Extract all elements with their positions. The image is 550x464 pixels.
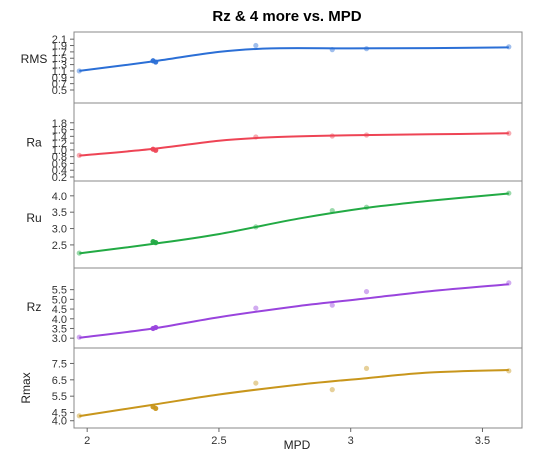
y-tick-label: 5.5 xyxy=(52,285,67,297)
data-point xyxy=(329,207,335,214)
data-point xyxy=(76,68,82,74)
data-point xyxy=(153,405,159,412)
data-point xyxy=(153,147,159,153)
y-tick-label: 1.5 xyxy=(52,53,67,65)
y-tick-label: 3.0 xyxy=(52,224,67,236)
data-point xyxy=(153,240,159,246)
y-tick-label: 1.7 xyxy=(52,47,67,59)
data-point xyxy=(363,204,370,210)
fit-line-rmax xyxy=(79,369,509,418)
panel-rz: 3.03.54.04.55.05.5 Rz xyxy=(27,280,512,345)
data-point xyxy=(506,280,512,286)
panel-rms: 0.50.70.91.11.31.51.71.92.1 RMS xyxy=(21,34,512,97)
y-tick-label: 4.5 xyxy=(52,304,67,316)
fit-line-rms xyxy=(79,46,509,72)
y-tick-label: 6.5 xyxy=(52,375,67,387)
y-tick-label: 4.5 xyxy=(52,408,67,420)
y-tick-label: 0.4 xyxy=(52,165,67,177)
data-point xyxy=(363,288,370,295)
data-point xyxy=(506,44,512,50)
y-tick-label: 1.6 xyxy=(52,125,67,137)
y-tick-label: 0.2 xyxy=(52,172,67,184)
x-tick-label: 2.5 xyxy=(211,435,226,447)
data-point xyxy=(329,47,335,53)
y-tick-label: 3.0 xyxy=(52,333,67,345)
y-tick-label: 1.3 xyxy=(52,60,67,72)
y-tick-label: 1.0 xyxy=(52,145,67,157)
data-point xyxy=(329,133,335,139)
data-point xyxy=(363,132,370,138)
x-tick-label: 3 xyxy=(348,435,354,447)
data-point xyxy=(253,380,259,386)
y-tick-label: 5.0 xyxy=(52,294,67,306)
data-point xyxy=(153,324,159,331)
y-axis-label: Ra xyxy=(26,136,42,150)
y-axis-label: Rz xyxy=(27,300,42,314)
data-point xyxy=(506,368,512,374)
y-tick-label: 0.7 xyxy=(52,79,67,91)
y-tick-label: 4.0 xyxy=(52,191,67,203)
panel-ra: 0.20.40.60.81.01.21.41.61.8 Ra xyxy=(26,118,512,184)
y-tick-label: 1.9 xyxy=(52,41,67,53)
data-point xyxy=(76,413,82,419)
y-tick-label: 2.1 xyxy=(52,34,67,46)
data-point xyxy=(329,387,335,393)
data-point xyxy=(253,134,259,140)
data-point xyxy=(253,42,259,49)
data-point xyxy=(363,46,370,52)
chart-title: Rz & 4 more vs. MPD xyxy=(212,8,361,25)
data-point xyxy=(76,152,82,158)
data-point xyxy=(76,334,82,340)
panel-ru: 2.5 3.0 3.5 4.0 Ru xyxy=(26,190,512,256)
x-tick-label: 2 xyxy=(84,435,90,447)
y-tick-label: 4.0 xyxy=(52,314,67,326)
x-axis-label: MPD xyxy=(284,438,311,452)
fit-line-rz xyxy=(79,283,509,339)
y-tick-label: 1.1 xyxy=(52,66,67,78)
y-axis-label: Ru xyxy=(26,211,41,225)
y-tick-label: 0.5 xyxy=(52,85,67,97)
data-point xyxy=(506,130,512,136)
y-axis-label: Rmax xyxy=(19,372,33,403)
plot-frame xyxy=(73,31,523,429)
data-point xyxy=(253,224,259,230)
y-tick-label: 1.2 xyxy=(52,138,67,150)
data-point xyxy=(363,365,370,371)
fit-line-ra xyxy=(79,132,509,157)
y-tick-label: 1.4 xyxy=(52,131,67,143)
x-axis: 2 2.5 3 3.5 xyxy=(84,428,490,447)
y-tick-label: 7.5 xyxy=(52,358,67,370)
data-point xyxy=(76,250,82,256)
panel-rmax: 4.04.5 5.5 6.5 7.5 Rmax xyxy=(19,358,512,428)
fit-line-ru xyxy=(79,192,509,255)
y-axis-label: RMS xyxy=(21,52,48,66)
data-point xyxy=(329,302,335,308)
x-tick-label: 3.5 xyxy=(475,435,490,447)
y-tick-label: 3.5 xyxy=(52,323,67,335)
y-tick-label: 5.5 xyxy=(52,391,67,403)
data-point xyxy=(506,190,512,196)
y-tick-label: 0.8 xyxy=(52,152,67,164)
y-tick-label: 0.6 xyxy=(52,158,67,170)
y-tick-label: 1.8 xyxy=(52,118,67,130)
y-tick-label: 2.5 xyxy=(52,240,67,252)
y-tick-label: 4.0 xyxy=(52,416,67,428)
y-tick-label: 3.5 xyxy=(52,207,67,219)
data-point xyxy=(153,59,159,65)
y-tick-label: 0.9 xyxy=(52,72,67,84)
chart-panels: 0.50.70.91.11.31.51.71.92.1RMS0.20.40.60… xyxy=(19,31,523,429)
data-point xyxy=(253,305,259,311)
